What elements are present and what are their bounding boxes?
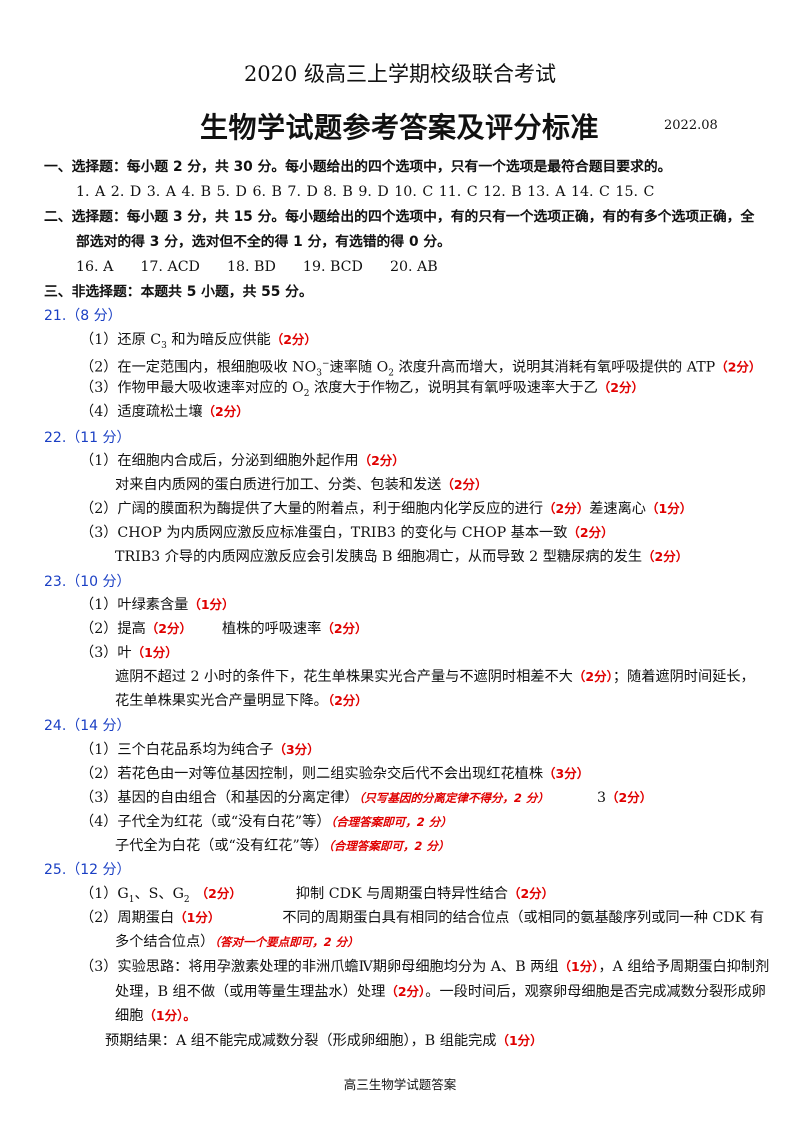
q22-answer-2: （2）广阔的膜面积为酶提供了大量的附着点，利于细胞内化学反应的进行（2分）差速离… — [80, 501, 693, 517]
q22-heading: 22.（11 分） — [44, 430, 131, 446]
score-label: （2分） — [321, 621, 368, 636]
q22-answer-1b: 对来自内质网的蛋白质进行加工、分类、包装和发送（2分） — [115, 477, 488, 493]
score-label: （2分） — [543, 501, 590, 516]
score-label: （2分） — [507, 886, 555, 901]
score-label: （2分） — [270, 332, 317, 347]
score-label: （2分） — [145, 621, 192, 636]
score-label: （2分） — [642, 549, 689, 564]
q23-answer-3: （3）叶（1分） — [80, 645, 178, 661]
score-label: （2分） — [202, 404, 249, 419]
q24-heading: 24.（14 分） — [44, 718, 131, 734]
score-label: （3分） — [273, 742, 320, 757]
section2-answers: 16. A 17. ACD 18. BD 19. BCD 20. AB — [76, 259, 438, 275]
q25-answer-2b: 多个结合位点）（答对一个要点即可，2 分） — [115, 934, 359, 950]
q21-answer-2: （2）在一定范围内，根细胞吸收 NO3−速率随 O2 浓度升高而增大，说明其消耗… — [80, 359, 762, 379]
scoring-note: （合理答案即可，2 分） — [328, 839, 450, 853]
section2-heading-line1: 二、选择题：每小题 3 分，共 15 分。每小题给出的四个选项中，有的只有一个选… — [44, 209, 755, 225]
q25-answer-2: （2）周期蛋白（1分） 不同的周期蛋白具有相同的结合位点（或相同的氨基酸序列或同一… — [80, 910, 765, 926]
q25-answer-3b: 处理，B 组不做（或用等量生理盐水）处理（2分）。一段时间后，观察卵母细胞是否完… — [115, 984, 766, 1000]
document-date: 2022.08 — [664, 118, 718, 133]
q24-answer-4: （4）子代全为红花（或“没有白花”等）（合理答案即可，2 分） — [80, 814, 452, 830]
score-label: （2分） — [327, 693, 368, 708]
q22-answer-3b: TRIB3 介导的内质网应激反应会引发胰岛 B 细胞凋亡，从而导致 2 型糖尿病… — [115, 549, 689, 565]
score-label: （1分） — [558, 959, 599, 974]
section1-heading: 一、选择题：每小题 2 分，共 30 分。每小题给出的四个选项中，只有一个选项是… — [44, 159, 672, 175]
score-label: （2分） — [606, 790, 653, 805]
score-label: （2分） — [597, 380, 644, 395]
q23-heading: 23.（10 分） — [44, 574, 131, 590]
exam-title: 2020 级高三上学期校级联合考试 — [243, 62, 557, 86]
score-label: （1分） — [174, 910, 221, 925]
q25-heading: 25.（12 分） — [44, 862, 131, 878]
score-label: （1分） — [188, 597, 235, 612]
section2-heading-line2: 部选对的得 3 分，选对但不全的得 1 分，有选错的得 0 分。 — [76, 234, 451, 250]
q21-heading: 21.（8 分） — [44, 308, 122, 324]
scoring-note: （合理答案即可，2 分） — [330, 815, 452, 829]
q21-answer-4: （4）适度疏松土壤（2分） — [80, 404, 249, 420]
score-label: （1分）。 — [143, 1008, 196, 1023]
score-label: （2分） — [358, 453, 405, 468]
score-label: （1分） — [496, 1033, 543, 1048]
scoring-note: （答对一个要点即可，2 分） — [214, 935, 359, 949]
q22-answer-3: （3）CHOP 为内质网应激反应标准蛋白，TRIB3 的变化与 CHOP 基本一… — [80, 525, 614, 541]
q25-answer-3: （3）实验思路：将用孕激素处理的非洲爪蟾Ⅳ期卵母细胞均分为 A、B 两组（1分）… — [80, 959, 770, 975]
q24-answer-4b: 子代全为白花（或“没有红花”等）（合理答案即可，2 分） — [115, 838, 450, 854]
q21-answer-1: （1）还原 C3 和为暗反应供能（2分） — [80, 332, 317, 351]
score-label: （2分） — [195, 886, 242, 901]
scoring-note: （只写基因的分离定律不得分，2 分） — [358, 791, 549, 805]
score-label: （3分） — [543, 766, 590, 781]
section1-answers: 1. A 2. D 3. A 4. B 5. D 6. B 7. D 8. B … — [76, 184, 655, 200]
q24-answer-2: （2）若花色由一对等位基因控制，则二组实验杂交后代不会出现红花植株（3分） — [80, 766, 590, 782]
q25-answer-3c: 细胞（1分）。 — [115, 1008, 196, 1024]
q21-answer-3: （3）作物甲最大吸收速率对应的 O2 浓度大于作物乙，说明其有氧呼吸速率大于乙（… — [80, 380, 644, 399]
q23-answer-1: （1）叶绿素含量（1分） — [80, 597, 235, 613]
q24-answer-3: （3）基因的自由组合（和基因的分离定律）（只写基因的分离定律不得分，2 分） — [80, 790, 549, 806]
score-label: （2分） — [572, 669, 613, 684]
score-label: （2分） — [441, 477, 488, 492]
q23-answer-3b: 遮阴不超过 2 小时的条件下，花生单株果实光合产量与不遮阴时相差不大（2分）；随… — [115, 669, 755, 685]
q24-answer-3-count: 3（2分） — [597, 790, 653, 806]
q22-answer-1: （1）在细胞内合成后，分泌到细胞外起作用（2分） — [80, 453, 405, 469]
page-footer: 高三生物学试题答案 — [343, 1077, 457, 1092]
q25-answer-3d: 预期结果：A 组不能完成减数分裂（形成卵细胞），B 组能完成（1分） — [105, 1033, 543, 1049]
q23-answer-2: （2）提高（2分） 植株的呼吸速率（2分） — [80, 621, 368, 637]
score-label: （1分） — [646, 501, 693, 516]
q25-answer-1: （1）G1、S、G2 （2分） 抑制 CDK 与周期蛋白特异性结合（2分） — [80, 886, 555, 905]
score-label: （2分） — [715, 359, 762, 375]
score-label: （2分） — [385, 984, 426, 999]
score-label: （2分） — [567, 525, 614, 540]
score-label: （1分） — [131, 645, 178, 660]
section3-heading: 三、非选择题：本题共 5 小题，共 55 分。 — [44, 284, 313, 300]
q23-answer-3c: 花生单株果实光合产量明显下降。（2分） — [115, 693, 368, 709]
q24-answer-1: （1）三个白花品系均为纯合子（3分） — [80, 742, 320, 758]
document-title: 生物学试题参考答案及评分标准 — [200, 111, 600, 144]
